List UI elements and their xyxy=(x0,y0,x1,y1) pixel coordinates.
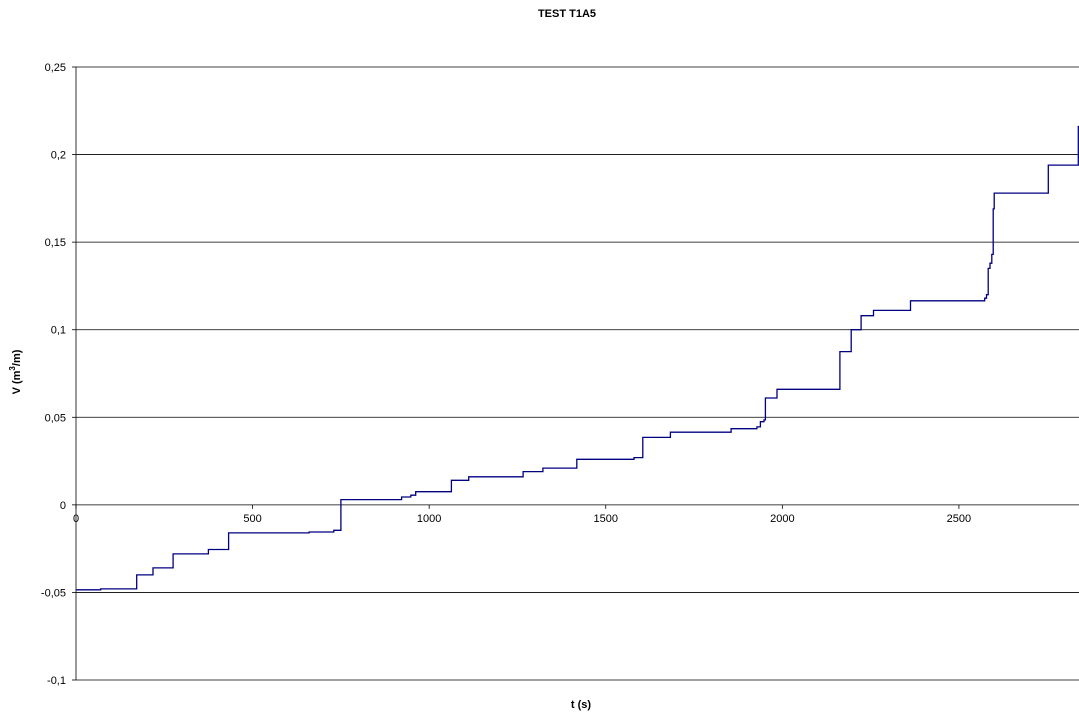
y-axis-label-text: /m) xyxy=(11,349,23,366)
x-tick-label: 0 xyxy=(73,513,79,525)
y-axis-label-superscript: 3 xyxy=(8,366,17,371)
x-tick-label: 1000 xyxy=(417,513,441,525)
y-tick-labels: -0,1 -0,05 0 0,05 0,1 0,15 0,2 0,25 xyxy=(41,62,66,687)
y-tick-label: 0 xyxy=(60,500,66,512)
y-tick-label: 0,1 xyxy=(51,325,66,337)
x-tick-label: 1500 xyxy=(594,513,618,525)
y-tick-label: -0,05 xyxy=(41,587,66,599)
x-tick-labels: 0 500 1000 1500 2000 2500 xyxy=(73,513,971,525)
axes xyxy=(72,66,960,681)
x-tick-label: 2500 xyxy=(947,513,971,525)
x-axis-label: t (s) xyxy=(571,699,592,711)
y-axis-label-text: V (m xyxy=(11,370,23,394)
chart-title: TEST T1A5 xyxy=(538,8,596,20)
y-tick-label: 0,25 xyxy=(45,62,66,74)
y-axis-label: V (m3/m) xyxy=(8,349,23,394)
y-tick-label: 0,2 xyxy=(51,150,66,162)
x-tick-label: 500 xyxy=(243,513,261,525)
y-tick-label: 0,15 xyxy=(45,237,66,249)
y-tick-label: 0,05 xyxy=(45,412,66,424)
y-tick-label: -0,1 xyxy=(47,675,66,687)
x-tick-label: 2000 xyxy=(770,513,794,525)
series-line xyxy=(76,125,1079,591)
grid-lines xyxy=(76,66,1079,681)
